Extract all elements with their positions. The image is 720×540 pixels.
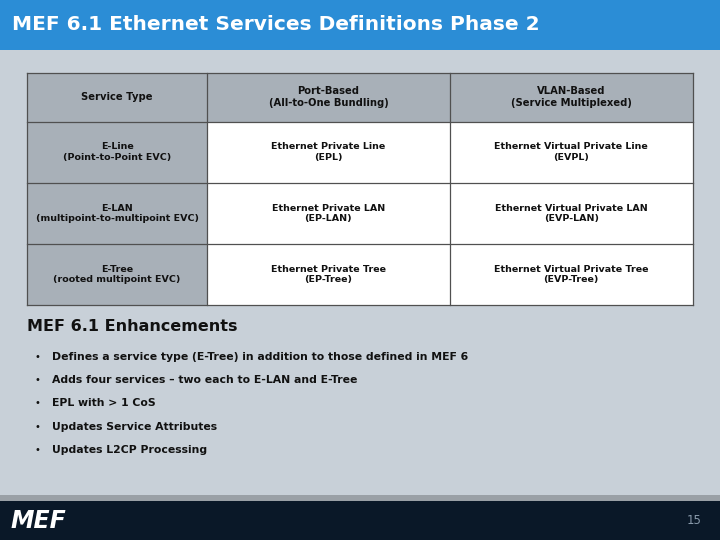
Text: •: • [35, 375, 40, 385]
Text: Ethernet Private LAN
(EP-LAN): Ethernet Private LAN (EP-LAN) [271, 204, 385, 223]
Text: MEF 6.1 Enhancements: MEF 6.1 Enhancements [27, 319, 238, 334]
Bar [0, 495, 720, 501]
Text: Updates L2CP Processing: Updates L2CP Processing [52, 445, 207, 455]
Text: MEF 6.1 Ethernet Services Definitions Phase 2: MEF 6.1 Ethernet Services Definitions Ph… [12, 15, 539, 35]
Text: VLAN-Based
(Service Multiplexed): VLAN-Based (Service Multiplexed) [510, 86, 631, 108]
Text: Updates Service Attributes: Updates Service Attributes [52, 422, 217, 431]
Text: •: • [35, 422, 40, 431]
Text: Ethernet Virtual Private LAN
(EVP-LAN): Ethernet Virtual Private LAN (EVP-LAN) [495, 204, 647, 223]
Bar [0, 501, 720, 540]
Text: Ethernet Private Line
(EPL): Ethernet Private Line (EPL) [271, 143, 385, 162]
Text: Defines a service type (E-Tree) in addition to those defined in MEF 6: Defines a service type (E-Tree) in addit… [52, 352, 468, 362]
Text: Port-Based
(All-to-One Bundling): Port-Based (All-to-One Bundling) [269, 86, 388, 108]
Text: •: • [35, 352, 40, 362]
Text: Service Type: Service Type [81, 92, 153, 102]
Text: Ethernet Virtual Private Line
(EVPL): Ethernet Virtual Private Line (EVPL) [495, 143, 648, 162]
Bar [27, 183, 207, 244]
Bar [27, 244, 207, 305]
Text: E-LAN
(multipoint-to-multipoint EVC): E-LAN (multipoint-to-multipoint EVC) [36, 204, 199, 223]
Text: Ethernet Private Tree
(EP-Tree): Ethernet Private Tree (EP-Tree) [271, 265, 386, 284]
Bar [0, 0, 720, 50]
Text: E-Tree
(rooted multipoint EVC): E-Tree (rooted multipoint EVC) [53, 265, 181, 284]
Text: Adds four services – two each to E-LAN and E-Tree: Adds four services – two each to E-LAN a… [52, 375, 357, 385]
Text: 15: 15 [686, 514, 701, 527]
Bar [27, 73, 693, 305]
Text: Ethernet Virtual Private Tree
(EVP-Tree): Ethernet Virtual Private Tree (EVP-Tree) [494, 265, 649, 284]
Text: EPL with > 1 CoS: EPL with > 1 CoS [52, 399, 156, 408]
Text: E-Line
(Point-to-Point EVC): E-Line (Point-to-Point EVC) [63, 143, 171, 162]
Bar [27, 122, 207, 183]
Text: •: • [35, 399, 40, 408]
Bar [27, 73, 693, 122]
Text: MEF: MEF [11, 509, 66, 532]
Text: •: • [35, 445, 40, 455]
